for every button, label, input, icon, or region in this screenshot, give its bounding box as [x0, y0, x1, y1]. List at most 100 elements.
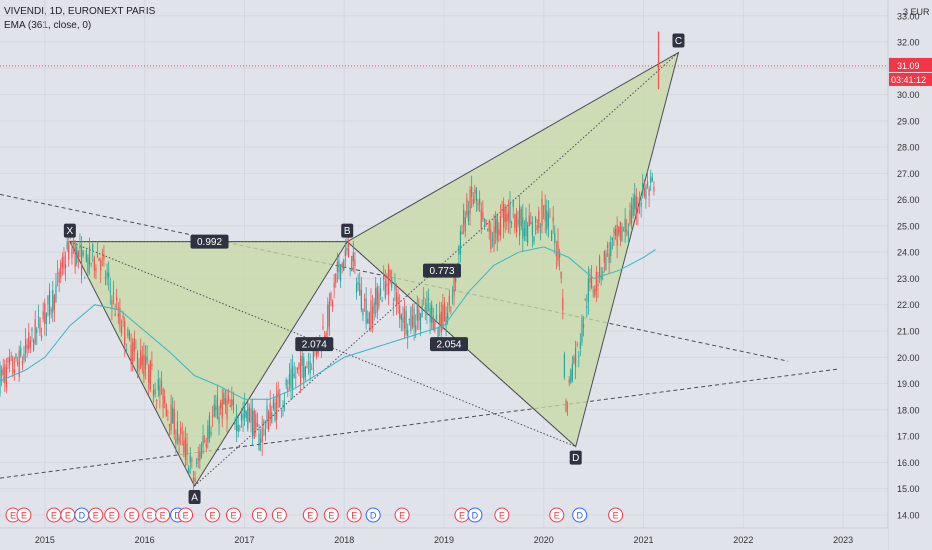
candle-body [480, 210, 482, 230]
pattern-triangle-bcd [346, 51, 680, 448]
time-tick-label: 2023 [833, 535, 853, 545]
candle-body [578, 356, 580, 357]
candle-body [152, 390, 155, 396]
price-axis[interactable]: 3 EUR 14.00 15.00 16.00 17.00 18.00 19.00 20.00… [887, 0, 932, 550]
candle-body [451, 296, 454, 298]
candle-body [474, 189, 476, 194]
candle-body [558, 252, 561, 258]
candle-body [309, 360, 311, 374]
candle-body [552, 217, 554, 222]
time-tick-label: 2019 [434, 535, 454, 545]
candle-body [586, 305, 588, 308]
candle-body [343, 259, 345, 271]
earnings-marker [104, 507, 120, 523]
candle-body [40, 335, 43, 338]
candle-body [538, 211, 540, 228]
candle-body [571, 363, 573, 381]
candle-body [176, 421, 179, 441]
candle-body [77, 251, 79, 259]
candle-body [640, 202, 642, 207]
candle-body [464, 217, 466, 232]
candle-body [167, 412, 169, 414]
candle-body [327, 304, 329, 331]
candle-body [280, 410, 282, 412]
candle-body [48, 290, 51, 316]
harmonic-pattern[interactable] [69, 51, 680, 487]
candle-body [606, 244, 609, 248]
candle-body [66, 241, 68, 250]
indicator-legend[interactable]: EMA (361, close, 0) [4, 20, 92, 31]
candle-body [34, 318, 36, 344]
candle-body [605, 253, 607, 271]
candle-body [469, 189, 471, 214]
candle-body [221, 399, 223, 419]
candle-body [485, 219, 487, 225]
candle-body [515, 213, 518, 232]
candle-body [8, 357, 11, 365]
event-marker-label: E [51, 511, 57, 521]
candle-body [21, 361, 23, 365]
candle-body [560, 271, 562, 279]
event-marker-label: D [472, 511, 479, 521]
candle-body [304, 366, 306, 377]
candle-body [136, 352, 139, 371]
event-marker-label: E [459, 511, 465, 521]
price-axis-bg [888, 0, 932, 550]
candle-body [92, 244, 94, 251]
candle-body [290, 368, 292, 389]
candle-body [391, 278, 393, 288]
candle-body [512, 199, 514, 207]
candle-body [611, 237, 613, 241]
candle-body [279, 394, 281, 408]
candle-body [563, 354, 565, 378]
candle-body [570, 369, 572, 383]
candle-body [581, 318, 583, 343]
candle-body [630, 205, 633, 224]
candle-body [274, 402, 276, 421]
candle-body [546, 210, 548, 230]
candle-body [64, 264, 67, 269]
candle-body [168, 423, 171, 427]
pattern-labels[interactable]: X A B C D 0.992 2.074 0.773 2.054 [63, 33, 685, 504]
candle-body [307, 363, 310, 365]
candle-body [439, 314, 441, 324]
candle-body [84, 277, 86, 279]
candle-body [626, 229, 628, 232]
event-marker-label: E [276, 511, 282, 521]
event-marker-label: E [613, 511, 619, 521]
time-tick-label: 2015 [35, 535, 55, 545]
candle-body [58, 271, 60, 283]
candle-body [52, 290, 54, 313]
price-tick-label: 16.00 [897, 458, 920, 468]
candle-body [122, 315, 124, 319]
candle-body [23, 354, 25, 361]
candle-body [383, 273, 385, 280]
candle-body [183, 440, 185, 453]
candle-body [341, 263, 343, 267]
candle-body [589, 277, 591, 283]
time-axis[interactable]: 2015 2016 2017 2018 2019 2020 2021 2022 2023 [0, 527, 888, 550]
candle-body [154, 388, 156, 395]
candle-body [164, 396, 166, 404]
candle-body [191, 459, 193, 462]
pattern-ratio-line [346, 241, 577, 447]
candle-body [539, 226, 542, 228]
candle-body [594, 288, 596, 296]
candle-body [541, 198, 543, 227]
currency-label: 3 EUR [903, 7, 930, 17]
price-tick-label: 20.00 [897, 353, 920, 363]
candle-body [104, 276, 107, 279]
earnings-marker [608, 507, 624, 523]
event-marker-label: E [65, 511, 71, 521]
candle-body [0, 365, 1, 395]
candle-body [157, 379, 159, 391]
candle-body [269, 403, 271, 420]
candle-body [79, 245, 81, 249]
candle-body [650, 176, 652, 183]
candle-body [231, 399, 233, 407]
earnings-marker [394, 507, 410, 523]
candle-body [36, 328, 38, 333]
candle-body [587, 278, 589, 303]
